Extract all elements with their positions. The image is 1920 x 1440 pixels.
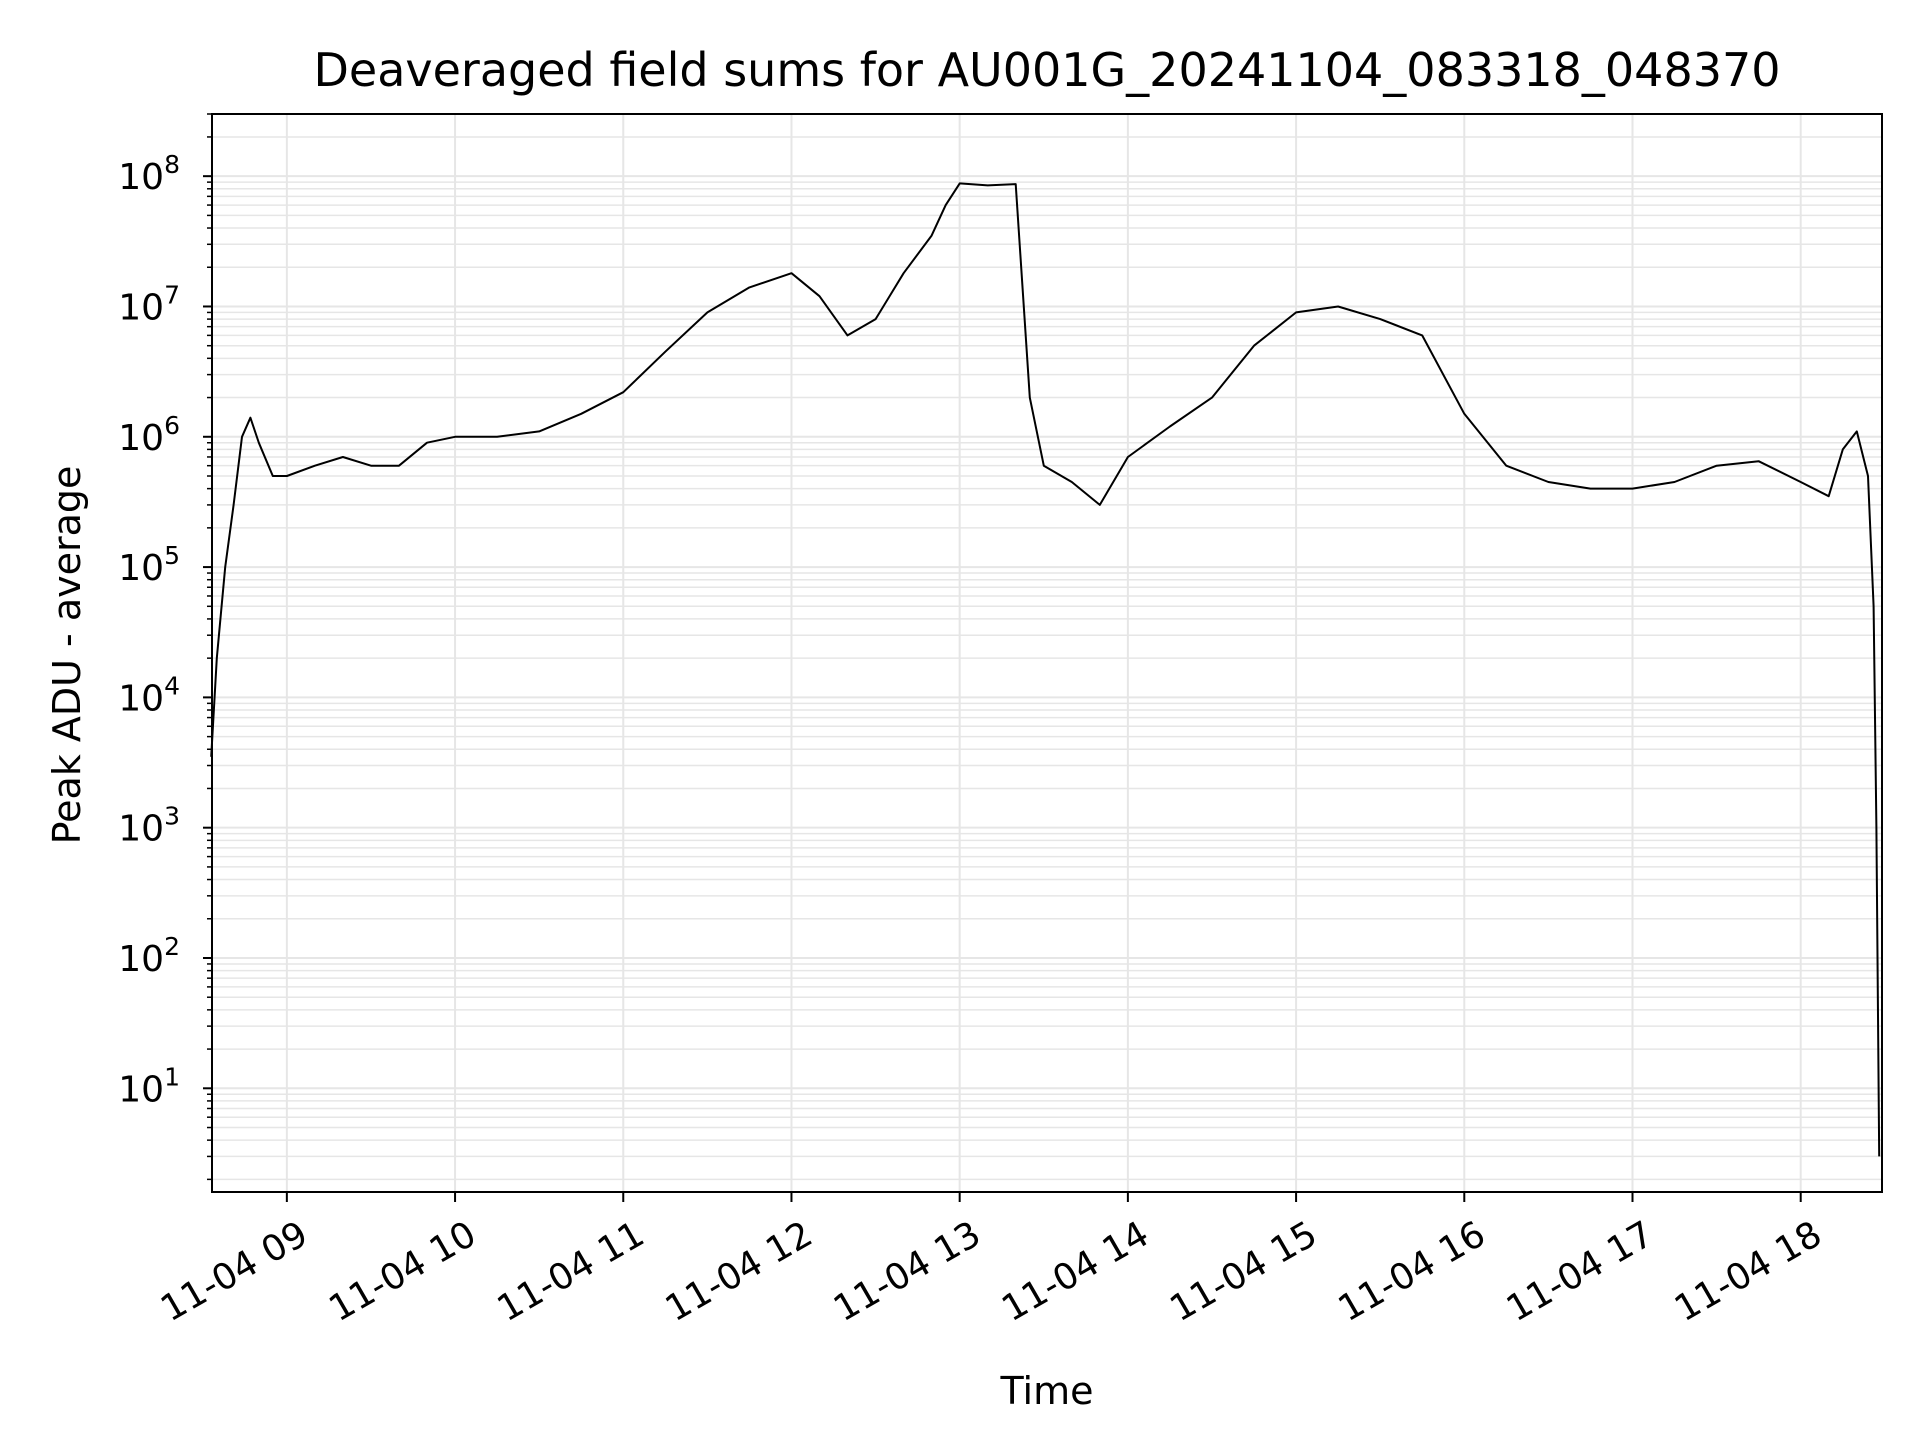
x-axis-label: Time — [1000, 1369, 1094, 1413]
series-line — [210, 182, 1881, 1157]
y-tick-label: 102 — [118, 932, 180, 980]
y-tick-label: 103 — [118, 802, 180, 850]
y-tick-label: 108 — [118, 150, 180, 198]
y-axis-label: Peak ADU - average — [45, 466, 89, 845]
plot-frame — [211, 113, 1883, 1193]
grid — [212, 113, 1882, 1192]
ticks — [203, 113, 1802, 1202]
y-tick-label: 107 — [118, 280, 180, 328]
y-tick-label: 105 — [118, 541, 180, 589]
y-tick-label: 101 — [118, 1062, 180, 1110]
series-layer — [210, 182, 1881, 1157]
y-tick-label: 104 — [118, 671, 180, 719]
y-tick-labels: 101 102 103 104 105 106 107 108 — [118, 150, 180, 1110]
chart-title: Deaveraged field sums for AU001G_2024110… — [313, 43, 1780, 97]
y-tick-label: 106 — [118, 411, 180, 459]
